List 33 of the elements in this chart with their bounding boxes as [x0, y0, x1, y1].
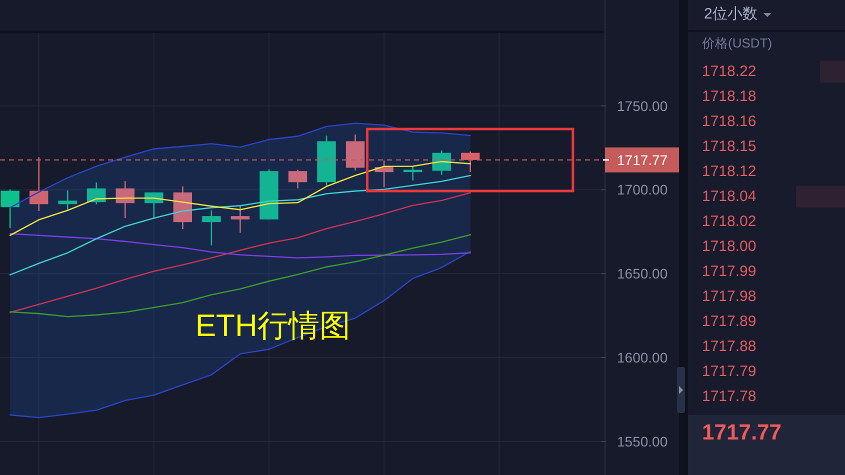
candlestick	[0, 188, 20, 229]
ref-line-label: 1717.77	[617, 152, 668, 168]
y-tick-label: 1718.22	[702, 63, 756, 80]
y-tick-label: 1718.02	[702, 213, 756, 230]
y-tick-label: 1718.00	[702, 238, 756, 256]
y-tick-label: 1717.98	[702, 288, 756, 306]
candlestick	[288, 169, 308, 190]
y-tick-label: 1718.16	[702, 113, 756, 130]
candlestick	[230, 206, 250, 234]
y-tick-label: 1550.00	[617, 433, 668, 450]
line-series	[9, 250, 472, 418]
text: 1717.77	[702, 420, 782, 444]
candlestick	[58, 190, 77, 210]
y-tick-label: 1717.78	[702, 388, 756, 406]
line-series	[9, 174, 472, 276]
candlestick	[202, 210, 221, 246]
y-tick-label: 1717.89	[702, 313, 756, 330]
y-tick-label: 1600.00	[617, 350, 668, 366]
y-axis-title: 价格(USDT)	[701, 36, 772, 50]
y-tick-label: 1717.99	[702, 263, 756, 280]
y-tick-label: 1700.00	[617, 182, 668, 198]
y-tick-label: 1717.79	[702, 363, 756, 380]
y-tick-label: 1718.12	[702, 163, 756, 180]
candlestick	[29, 156, 48, 212]
y-tick-label: 1717.88	[702, 338, 756, 356]
candlestick	[461, 150, 480, 173]
y-tick-label: 1718.04	[702, 188, 756, 206]
y-tick-label: 1718.15	[702, 138, 756, 156]
y-tick-label: 1750.00	[617, 98, 668, 114]
chart-title: 2位小数	[704, 6, 758, 22]
line-series	[9, 233, 472, 259]
y-tick-label: 1718.18	[702, 88, 756, 106]
y-tick-label: 1650.00	[617, 266, 668, 282]
